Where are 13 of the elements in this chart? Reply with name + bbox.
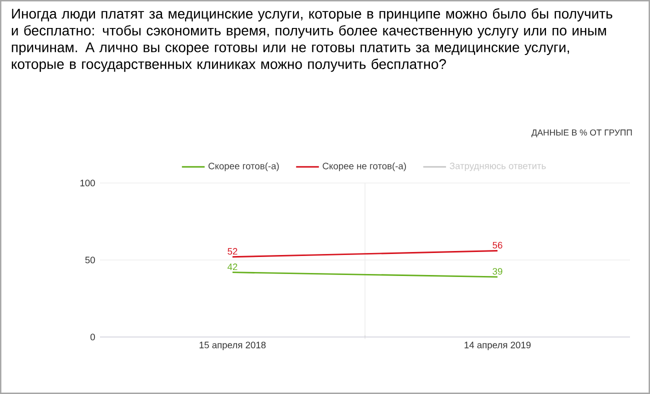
chart-subtitle: ДАННЫЕ В % ОТ ГРУПП [531,129,632,138]
y-tick-label: 0 [90,334,95,340]
y-tick-label: 100 [80,180,95,186]
legend-label: Скорее готов(-а) [208,162,279,172]
data-label: 39 [492,268,502,275]
y-tick-label: 50 [85,256,95,264]
x-tick-label: 14 апреля 2019 [464,342,531,350]
x-tick-label: 15 апреля 2018 [200,342,266,350]
data-label: 52 [228,248,238,255]
legend-label: Скорее не готов(-а) [322,162,406,172]
data-label: 42 [228,264,238,270]
chart-title: Иногда люди платят за медицинские услуги, которые в принципе можно было бы получить и бесплатно: чтобы сэкономить время, получить более качественную услугу или по иным причинам. А лично вы скорее готовы или не готовы платить за медицинские услуги, которые в государственных клиниках можно получить бесплатно? [12,8,612,72]
data-label: 56 [492,242,502,248]
